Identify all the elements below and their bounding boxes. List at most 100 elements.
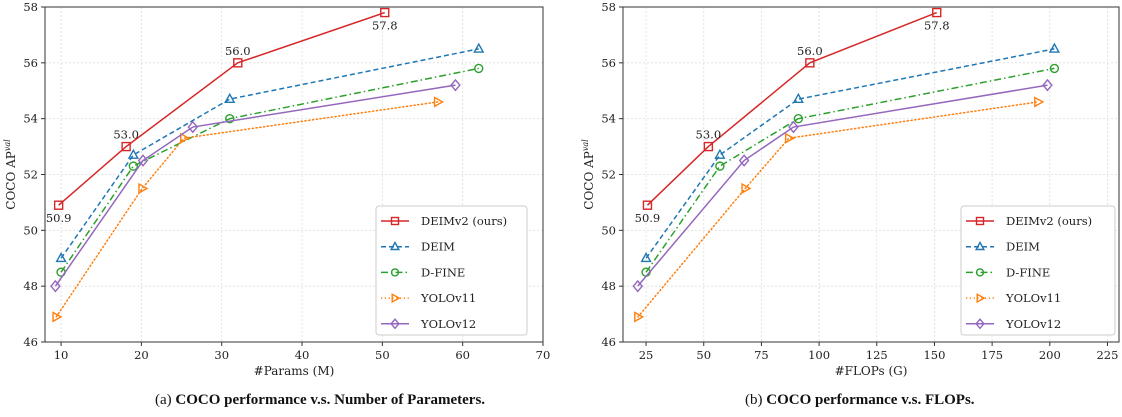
data-point	[715, 161, 725, 171]
data-point	[474, 63, 484, 74]
legend-item: D-FINE	[966, 265, 1050, 279]
data-point	[433, 96, 445, 108]
series-line	[637, 84, 1048, 287]
legend-item: YOLOv12	[966, 317, 1061, 331]
data-point	[128, 161, 139, 171]
data-point	[53, 200, 64, 210]
data-point	[50, 279, 61, 293]
series-yolov12	[632, 78, 1053, 293]
x-tick-label: 50	[375, 348, 390, 362]
legend-item: DEIMv2 (ours)	[966, 214, 1092, 228]
series-deim	[55, 42, 485, 263]
data-point	[450, 78, 461, 92]
data-point	[180, 132, 191, 144]
series-deimv2-ours	[642, 7, 942, 210]
data-label: 53.0	[696, 128, 722, 142]
data-point	[703, 141, 714, 152]
y-tick-label: 58	[23, 0, 38, 14]
data-label: 50.9	[46, 211, 72, 225]
legend-marker	[391, 293, 401, 304]
legend-label: YOLOv12	[420, 317, 476, 331]
legend-marker	[974, 241, 986, 251]
x-tick-label: 125	[866, 348, 888, 362]
y-tick-label: 52	[601, 168, 616, 182]
y-tick-label: 56	[601, 56, 616, 70]
data-point	[121, 141, 131, 152]
series-d-fine	[641, 63, 1060, 277]
data-point	[137, 154, 149, 167]
legend-item: YOLOv12	[381, 317, 476, 331]
data-point	[233, 58, 243, 68]
y-tick-label: 54	[601, 112, 616, 126]
legend-label: DEIMv2 (ours)	[1006, 214, 1092, 228]
x-tick-label: 70	[536, 348, 551, 362]
data-point	[642, 200, 653, 210]
legend-label: DEIMv2 (ours)	[421, 214, 507, 228]
data-label: 53.0	[113, 128, 139, 142]
legend-label: DEIM	[1006, 240, 1040, 254]
grid	[45, 7, 543, 342]
legend-label: YOLOv11	[1005, 291, 1061, 305]
x-tick-label: 40	[295, 348, 310, 362]
legend-marker	[975, 216, 985, 226]
series-line	[645, 48, 1055, 259]
legend-marker	[975, 318, 985, 330]
legend-marker	[976, 293, 986, 304]
caption-a: (a) COCO performance v.s. Number of Para…	[155, 392, 485, 409]
data-point	[1048, 42, 1060, 53]
legend: DEIMv2 (ours) DEIM D-FINE YOLOv11 YOLOv12	[960, 205, 1116, 336]
data-point	[634, 311, 645, 323]
data-point	[714, 148, 726, 159]
x-axis-label: #Params (M)	[254, 364, 335, 378]
y-axis-label: COCO APval	[581, 139, 596, 210]
chart-a: 10 20 30 40 50 60 70 46 48 50 52 54 56 58 #Params (M) C…	[3, 0, 550, 378]
y-tick-label: 46	[23, 335, 38, 349]
series-line	[60, 67, 479, 273]
data-point	[380, 7, 390, 18]
data-label: 56.0	[797, 44, 823, 58]
x-tick-label: 25	[639, 348, 654, 362]
x-tick-label: 200	[1039, 348, 1061, 362]
legend-marker	[390, 216, 400, 226]
data-point	[640, 251, 652, 263]
series-deim	[640, 42, 1060, 263]
x-tick-label: 175	[981, 348, 1003, 362]
legend: DEIMv2 (ours) DEIM D-FINE YOLOv11 YOLOv12	[375, 205, 528, 336]
legend-box	[960, 205, 1116, 336]
data-point	[473, 42, 485, 53]
x-tick-label: 20	[134, 348, 149, 362]
data-point	[138, 182, 149, 195]
data-label: 57.8	[924, 19, 950, 33]
data-point	[805, 58, 815, 68]
legend-item: YOLOv11	[381, 291, 476, 305]
series-line	[637, 101, 1039, 318]
x-tick-label: 100	[808, 348, 830, 362]
data-point	[741, 182, 752, 195]
data-point	[127, 148, 139, 159]
y-tick-label: 50	[601, 223, 616, 237]
y-tick-label: 56	[23, 56, 38, 70]
data-point	[1042, 78, 1053, 92]
legend-marker	[975, 268, 985, 277]
data-point	[55, 251, 67, 263]
y-tick-label: 52	[23, 168, 38, 182]
legend-marker	[389, 241, 401, 251]
data-point	[52, 311, 63, 323]
series-line	[646, 11, 938, 206]
series-line	[645, 67, 1055, 273]
x-tick-label: 50	[696, 348, 711, 362]
x-tick-label: 10	[54, 348, 69, 362]
series-line	[55, 101, 439, 318]
legend-item: DEIM	[381, 240, 455, 254]
legend-label: D-FINE	[1006, 265, 1050, 279]
y-tick-label: 48	[23, 279, 38, 293]
series-line	[58, 11, 386, 206]
legend-label: D-FINE	[421, 265, 465, 279]
y-tick-label: 50	[23, 223, 38, 237]
data-label: 50.9	[635, 211, 661, 225]
x-tick-label: 30	[214, 348, 229, 362]
legend-item: DEIM	[966, 240, 1040, 254]
series-yolov12	[50, 78, 461, 293]
caption-b-prefix: (b)	[745, 392, 763, 408]
data-point	[1034, 96, 1045, 108]
